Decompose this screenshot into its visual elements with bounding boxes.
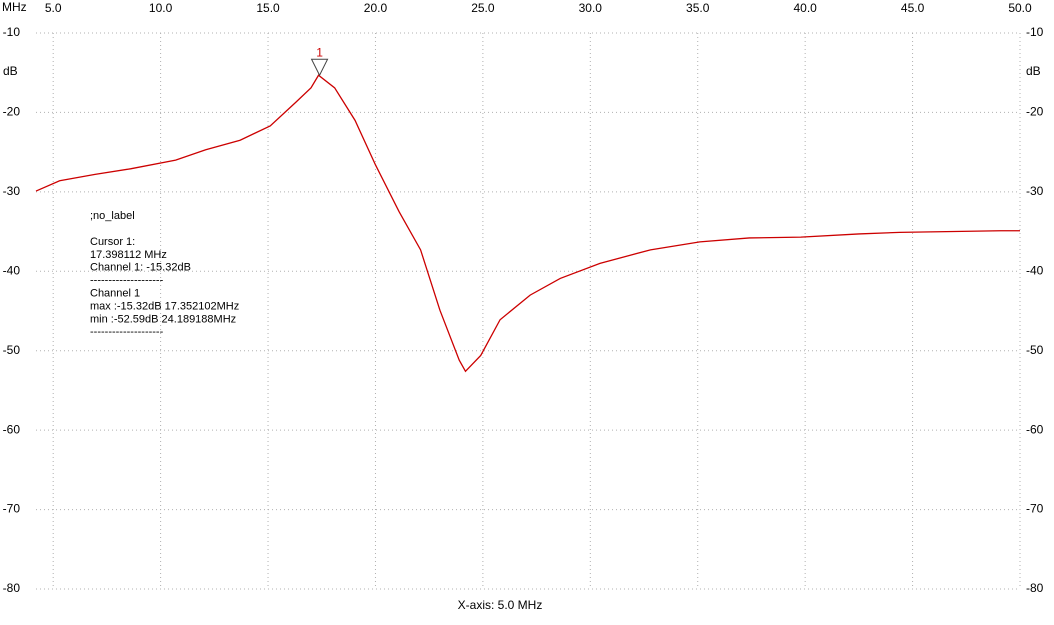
y-tick-label: -30: [3, 184, 21, 198]
y-unit-left: dB: [3, 64, 18, 78]
info-line: max :-15.32dB 17.352102MHz: [90, 300, 239, 312]
y-tick-label-right: -20: [1026, 105, 1044, 119]
y-tick-label-right: -30: [1026, 184, 1044, 198]
y-tick-label: -70: [3, 502, 21, 516]
y-tick-label: -40: [3, 263, 21, 277]
trace: [35, 74, 1020, 373]
y-tick-label-right: -50: [1026, 343, 1044, 357]
y-tick-label: -80: [3, 581, 21, 595]
x-unit: MHz: [2, 0, 27, 14]
info-line: ;no_label: [90, 210, 135, 222]
y-tick-label: -50: [3, 343, 21, 357]
x-tick-label: 15.0: [256, 1, 280, 15]
x-tick-label: 35.0: [686, 1, 710, 15]
info-line: Channel 1: [90, 288, 140, 300]
y-tick-label-right: -80: [1026, 581, 1044, 595]
cursor-label: 1: [316, 45, 323, 59]
info-line: min :-52.59dB 24.189188MHz: [90, 313, 236, 325]
info-line: 17.398112 MHz: [90, 249, 167, 261]
x-tick-label: 5.0: [45, 1, 62, 15]
x-tick-label: 40.0: [793, 1, 817, 15]
x-axis-label: X-axis: 5.0 MHz: [458, 598, 543, 612]
y-unit-right: dB: [1026, 64, 1041, 78]
cursor-marker: [310, 58, 329, 77]
x-tick-label: 50.0: [1008, 1, 1032, 15]
x-tick-label: 45.0: [901, 1, 925, 15]
info-line: --------------------: [90, 326, 164, 338]
info-line: --------------------: [90, 275, 164, 287]
y-tick-label-right: -70: [1026, 502, 1044, 516]
y-tick-label-right: -40: [1026, 263, 1044, 277]
y-tick-label: -20: [3, 105, 21, 119]
info-line: Cursor 1:: [90, 236, 135, 248]
y-tick-label: -10: [3, 25, 21, 39]
x-tick-label: 30.0: [579, 1, 603, 15]
x-tick-label: 20.0: [364, 1, 388, 15]
y-tick-label-right: -10: [1026, 25, 1044, 39]
y-tick-label-right: -60: [1026, 422, 1044, 436]
info-line: Channel 1: -15.32dB: [90, 262, 191, 274]
x-tick-label: 25.0: [471, 1, 495, 15]
y-tick-label: -60: [3, 422, 21, 436]
x-tick-label: 10.0: [149, 1, 173, 15]
